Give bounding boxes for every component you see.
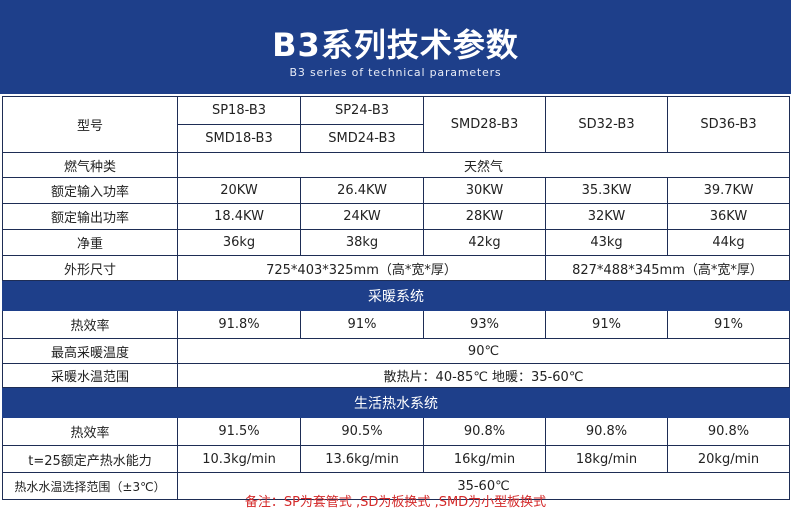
- table-cell: 91%: [545, 310, 668, 339]
- row-label: t=25额定产热水能力: [2, 445, 178, 473]
- row-label: 净重: [2, 229, 178, 256]
- table-row: SMD18-B3 SMD24-B3: [3, 124, 790, 153]
- page-title: B3系列技术参数: [272, 26, 519, 64]
- table-cell: 18kg/min: [545, 445, 668, 473]
- row-label: 燃气种类: [2, 152, 178, 178]
- table-cell: 32KW: [545, 203, 668, 230]
- table-cell: 24KW: [300, 203, 424, 230]
- table-row: 热水水温选择范围（±3℃） 35-60℃: [2, 472, 790, 500]
- table-cell: 43kg: [545, 229, 668, 256]
- table-cell: 散热片：40-85℃ 地暖：35-60℃: [177, 363, 790, 388]
- table-row: 外形尺寸 725*403*325mm（高*宽*厚） 827*488*345mm（…: [2, 255, 790, 281]
- table-cell: 91.8%: [177, 310, 301, 339]
- table-cell: 44kg: [667, 229, 790, 256]
- table-cell: 91.5%: [177, 417, 301, 446]
- row-label: 额定输入功率: [2, 177, 178, 204]
- table-row: t=25额定产热水能力 10.3kg/min 13.6kg/min 16kg/m…: [2, 445, 790, 473]
- table-row: 额定输出功率 18.4KW 24KW 28KW 32KW 36KW: [2, 203, 790, 230]
- model-cell: SP18-B3: [177, 96, 301, 125]
- table-cell: 90℃: [177, 338, 790, 364]
- table-cell: 26.4KW: [300, 177, 424, 204]
- model-cell: SMD24-B3: [300, 124, 424, 153]
- table-row: 热效率 91.5% 90.5% 90.8% 90.8% 90.8%: [2, 417, 790, 446]
- table-row: 热效率 91.8% 91% 93% 91% 91%: [2, 310, 790, 339]
- dimensions-cell: 827*488*345mm（高*宽*厚）: [545, 255, 790, 281]
- table-row: 额定输入功率 20KW 26.4KW 30KW 35.3KW 39.7KW: [2, 177, 790, 204]
- model-label: 型号: [2, 96, 178, 153]
- footnote: 备注：SP为套管式 ,SD为板换式 ,SMD为小型板换式: [244, 495, 547, 510]
- model-cell: SD36-B3: [667, 96, 790, 153]
- dimensions-cell: 725*403*325mm（高*宽*厚）: [177, 255, 546, 281]
- table-cell: 35-60℃: [177, 472, 790, 500]
- table-row: 采暖水温范围 散热片：40-85℃ 地暖：35-60℃: [2, 363, 790, 388]
- table-cell: 20KW: [177, 177, 301, 204]
- table-cell: 38kg: [300, 229, 424, 256]
- section-header: 生活热水系统: [2, 387, 790, 418]
- model-cell: SMD18-B3: [177, 124, 301, 153]
- row-label: 额定输出功率: [2, 203, 178, 230]
- table-row: 净重 36kg 38kg 42kg 43kg 44kg: [2, 229, 790, 256]
- table-cell: 28KW: [423, 203, 546, 230]
- table-cell: 36kg: [177, 229, 301, 256]
- gas-value: 天然气: [177, 152, 790, 178]
- title-banner: B3系列技术参数 B3 series of technical paramete…: [0, 0, 791, 94]
- table-cell: 20kg/min: [667, 445, 790, 473]
- table-cell: 13.6kg/min: [300, 445, 424, 473]
- table-cell: 30KW: [423, 177, 546, 204]
- row-label: 热效率: [2, 310, 178, 339]
- row-label: 外形尺寸: [2, 255, 178, 281]
- spec-table: 型号 SP18-B3 SP24-B3 SMD28-B3 SD32-B3 SD36…: [2, 96, 790, 500]
- heating-section-title: 采暖系统: [2, 280, 790, 311]
- table-cell: 91%: [300, 310, 424, 339]
- table-cell: 42kg: [423, 229, 546, 256]
- section-header: 采暖系统: [2, 280, 790, 311]
- table-cell: 16kg/min: [423, 445, 546, 473]
- model-cell: SD32-B3: [545, 96, 668, 153]
- table-row: 型号 SP18-B3 SP24-B3 SMD28-B3 SD32-B3 SD36…: [2, 96, 790, 153]
- page-subtitle: B3 series of technical parameters: [289, 66, 502, 79]
- table-cell: 90.8%: [667, 417, 790, 446]
- model-cell: SMD28-B3: [423, 96, 546, 153]
- table-cell: 35.3KW: [545, 177, 668, 204]
- row-label: 采暖水温范围: [2, 363, 178, 388]
- row-label: 热效率: [2, 417, 178, 446]
- table-cell: 10.3kg/min: [177, 445, 301, 473]
- table-cell: 93%: [423, 310, 546, 339]
- hot-water-section-title: 生活热水系统: [2, 387, 790, 418]
- table-cell: 91%: [667, 310, 790, 339]
- table-cell: 90.5%: [300, 417, 424, 446]
- table-cell: 36KW: [667, 203, 790, 230]
- table-row: 燃气种类 天然气: [2, 152, 790, 178]
- table-row: 最高采暖温度 90℃: [2, 338, 790, 364]
- table-cell: 18.4KW: [177, 203, 301, 230]
- row-label: 最高采暖温度: [2, 338, 178, 364]
- table-cell: 90.8%: [545, 417, 668, 446]
- model-cell: SP24-B3: [300, 96, 424, 125]
- table-cell: 90.8%: [423, 417, 546, 446]
- table-cell: 39.7KW: [667, 177, 790, 204]
